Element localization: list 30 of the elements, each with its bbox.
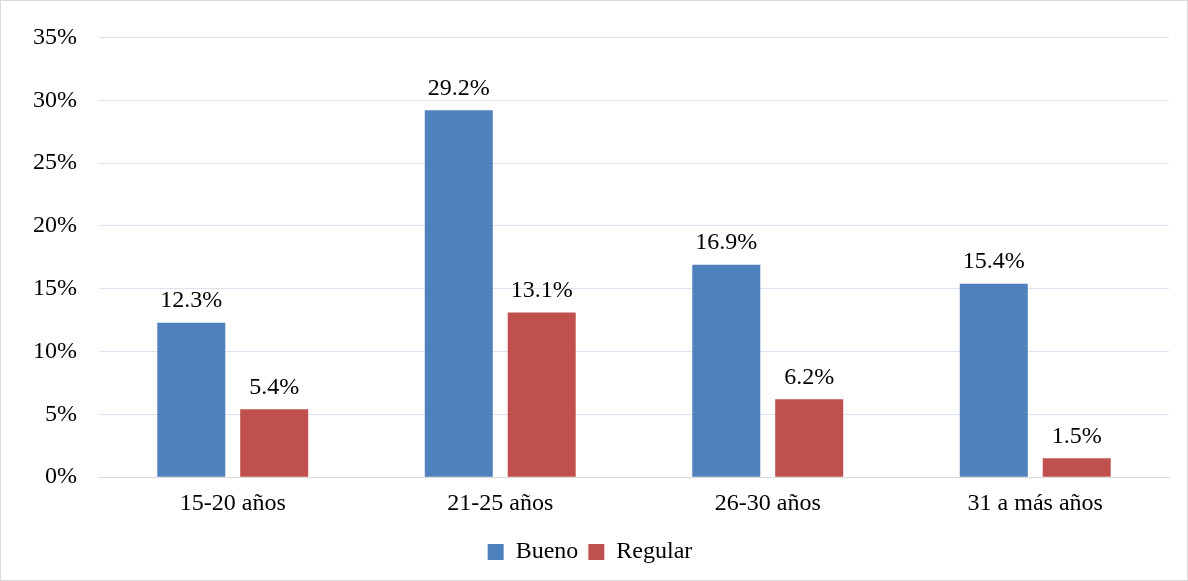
- y-tick-label: 25%: [32, 148, 77, 175]
- data-label: 16.9%: [695, 228, 758, 255]
- x-tick-label: 31 a más años: [967, 488, 1103, 515]
- data-label: 12.3%: [160, 285, 223, 312]
- data-label: 13.1%: [510, 275, 573, 302]
- bar: [507, 312, 576, 477]
- y-tick-label: 5%: [44, 399, 77, 426]
- bar: [692, 264, 761, 477]
- x-tick-label: 26-30 años: [714, 488, 821, 515]
- data-label: 29.2%: [427, 73, 490, 100]
- bar: [240, 409, 309, 477]
- legend-label: Regular: [616, 537, 693, 564]
- y-tick-label: 30%: [32, 85, 77, 112]
- y-tick-label: 0%: [44, 462, 77, 489]
- legend-label: Bueno: [515, 537, 579, 564]
- x-tick-label: 15-20 años: [179, 488, 286, 515]
- bar: [424, 110, 493, 477]
- x-tick-label: 21-25 años: [447, 488, 554, 515]
- y-tick-label: 35%: [32, 22, 77, 49]
- y-tick-label: 20%: [32, 211, 77, 238]
- bar: [775, 399, 844, 477]
- data-label: 5.4%: [249, 372, 300, 399]
- bar: [157, 322, 226, 477]
- y-tick-label: 10%: [32, 336, 77, 363]
- bar: [1042, 458, 1111, 477]
- bar: [959, 283, 1028, 477]
- y-tick-label: 15%: [32, 274, 77, 301]
- data-label: 15.4%: [962, 246, 1025, 273]
- data-label: 1.5%: [1051, 421, 1102, 448]
- data-label: 6.2%: [784, 362, 835, 389]
